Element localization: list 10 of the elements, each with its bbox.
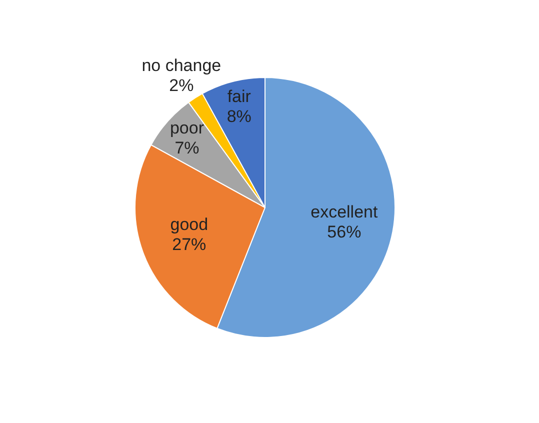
data-label: 27% (172, 234, 206, 254)
slice-label: no change (142, 56, 222, 75)
data-label: 56% (327, 222, 362, 242)
data-label: 7% (174, 138, 200, 158)
slice-label: poor (170, 118, 204, 138)
slice-label: fair (227, 86, 252, 106)
slice-label: good (170, 214, 208, 234)
slice-label: excellent (310, 202, 378, 222)
data-label: 8% (226, 106, 252, 126)
data-label: 2% (169, 76, 194, 95)
